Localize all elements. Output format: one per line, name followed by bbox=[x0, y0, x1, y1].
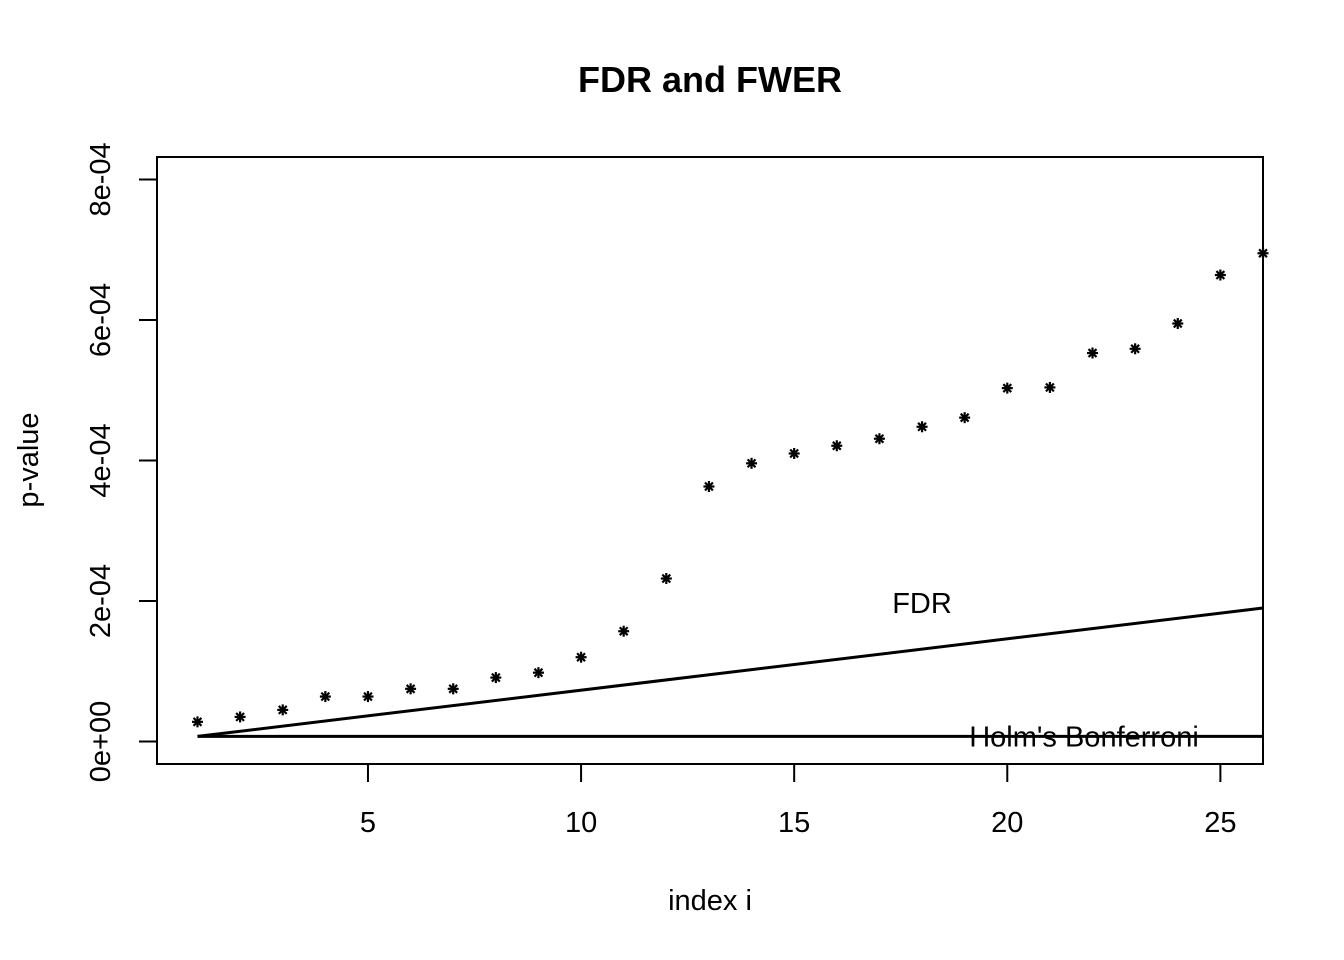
fdr-line bbox=[197, 606, 1264, 738]
data-point bbox=[447, 683, 459, 695]
x-tick-label: 20 bbox=[991, 807, 1023, 839]
data-point bbox=[1044, 381, 1056, 393]
data-point bbox=[277, 704, 289, 716]
data-point bbox=[618, 625, 630, 637]
data-point bbox=[788, 447, 800, 459]
x-axis-label: index i bbox=[668, 885, 752, 917]
data-point bbox=[1172, 318, 1184, 330]
data-point bbox=[532, 667, 544, 679]
data-point bbox=[191, 716, 203, 728]
data-point bbox=[319, 691, 331, 703]
x-tick-label: 25 bbox=[1204, 807, 1236, 839]
data-point bbox=[831, 440, 843, 452]
y-tick-label: 2e-04 bbox=[85, 564, 117, 638]
data-point bbox=[1129, 343, 1141, 355]
data-point bbox=[873, 433, 885, 445]
x-tick-label: 15 bbox=[778, 807, 810, 839]
y-axis: 0e+00 2e-04 4e-04 6e-04 8e-04 bbox=[85, 142, 157, 782]
y-tick-label: 8e-04 bbox=[85, 142, 117, 216]
annotations: FDR Holm's Bonferroni bbox=[892, 588, 1199, 753]
data-point bbox=[916, 421, 928, 433]
data-point bbox=[1214, 269, 1226, 281]
plot-frame bbox=[156, 156, 1264, 765]
fdr-annotation: FDR bbox=[892, 588, 952, 620]
data-point bbox=[405, 683, 417, 695]
x-tick-label: 10 bbox=[565, 807, 597, 839]
x-tick-label: 5 bbox=[360, 807, 376, 839]
data-point bbox=[490, 672, 502, 684]
reference-lines bbox=[197, 606, 1264, 738]
data-point bbox=[660, 573, 672, 585]
y-tick-label: 4e-04 bbox=[85, 423, 117, 497]
data-point bbox=[746, 457, 758, 469]
y-axis-label: p-value bbox=[13, 412, 45, 507]
data-point bbox=[703, 480, 715, 492]
data-point bbox=[575, 651, 587, 663]
y-tick-label: 6e-04 bbox=[85, 283, 117, 357]
data-point bbox=[1087, 347, 1099, 359]
data-point bbox=[1001, 382, 1013, 394]
data-point bbox=[959, 412, 971, 424]
data-point bbox=[1257, 247, 1269, 259]
data-point bbox=[234, 711, 246, 723]
x-axis: 5 10 15 20 25 bbox=[360, 764, 1237, 839]
holm-bonferroni-annotation: Holm's Bonferroni bbox=[969, 721, 1199, 753]
y-tick-label: 0e+00 bbox=[85, 701, 117, 782]
data-points bbox=[191, 247, 1269, 728]
data-point bbox=[362, 691, 374, 703]
chart-title: FDR and FWER bbox=[578, 59, 842, 100]
